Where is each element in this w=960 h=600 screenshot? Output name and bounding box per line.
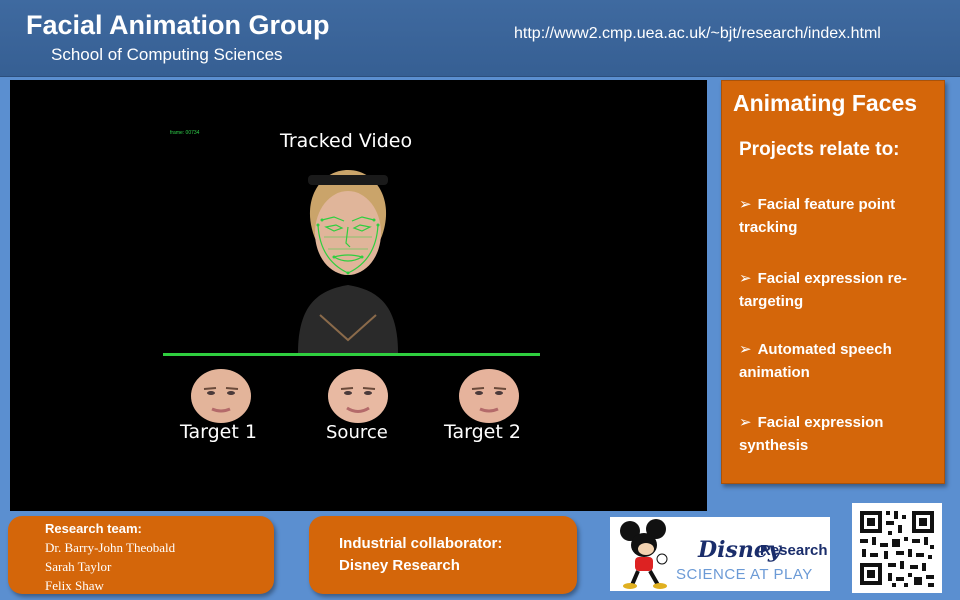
project-item: ➢ Facial expression synthesis — [739, 414, 884, 454]
collaborator-name: Disney Research — [339, 557, 460, 574]
team-member: Felix Shaw — [45, 578, 104, 593]
label-source: Source — [326, 422, 388, 443]
tracked-face-image — [298, 170, 398, 353]
page-subtitle: School of Computing Sciences — [51, 45, 283, 64]
label-target-1: Target 1 — [180, 421, 257, 443]
industrial-collaborator-box: Industrial collaborator: Disney Research — [309, 516, 577, 594]
qr-code-icon[interactable] — [852, 503, 942, 593]
team-heading: Research team: — [45, 521, 142, 536]
project-item: ➢ Facial feature point tracking — [739, 196, 896, 236]
video-caption-tracked: Tracked Video — [280, 130, 413, 152]
source-face — [328, 369, 388, 423]
target-1-face — [191, 369, 251, 423]
research-wordmark: Research — [760, 542, 828, 559]
team-member: Sarah Taylor — [45, 559, 112, 574]
target-2-face — [459, 369, 519, 423]
disney-research-logo: Disney Research SCIENCE AT PLAY — [610, 517, 830, 591]
header-bar: Facial Animation Group School of Computi… — [0, 0, 960, 77]
panel-title: Animating Faces — [733, 90, 918, 116]
collaborator-label: Industrial collaborator: — [339, 535, 503, 552]
arrow-bullet-icon: ➢ — [739, 414, 752, 431]
video-divider-line — [163, 353, 540, 356]
panel-subtitle: Projects relate to: — [739, 139, 900, 160]
team-member: Dr. Barry-John Theobald — [45, 540, 176, 555]
disney-wordmark: Disney — [698, 537, 781, 563]
page-title: Facial Animation Group — [26, 10, 330, 40]
frame-counter: frame: 00734 — [170, 130, 200, 136]
label-target-2: Target 2 — [444, 421, 521, 443]
project-item: ➢ Automated speech animation — [739, 341, 892, 381]
animating-faces-panel: Animating Faces Projects relate to: ➢ Fac… — [721, 80, 945, 484]
arrow-bullet-icon: ➢ — [739, 270, 752, 287]
science-at-play-tagline: SCIENCE AT PLAY — [676, 566, 813, 583]
arrow-bullet-icon: ➢ — [739, 196, 752, 213]
research-team-box: Research team: Dr. Barry-John Theobald S… — [8, 516, 274, 594]
mickey-mouse-icon — [620, 519, 668, 589]
project-item: ➢ Facial expression re-targeting — [739, 270, 907, 310]
website-url[interactable]: http://www2.cmp.uea.ac.uk/~bjt/research/… — [514, 25, 881, 42]
arrow-bullet-icon: ➢ — [739, 341, 752, 358]
tracked-video[interactable]: frame: 00734 Tracked Video — [10, 80, 707, 511]
qr-code-graphic — [860, 511, 934, 587]
